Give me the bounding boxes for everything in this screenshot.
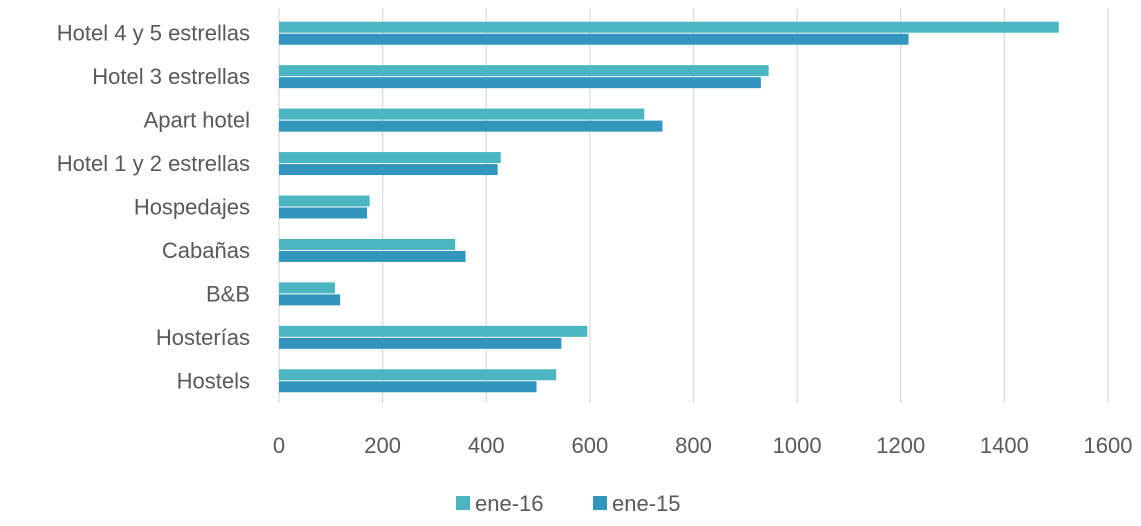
category-label-5: Cabañas [162,238,250,263]
category-label-4: Hospedajes [134,195,250,220]
bar-ene-16-5 [279,238,456,250]
legend-swatch-ene-16 [456,496,470,510]
category-label-8: Hostels [177,368,250,393]
bar-ene-15-4 [279,207,368,219]
legend-label-ene-16: ene-16 [475,491,544,516]
bar-ene-15-5 [279,250,466,262]
bar-ene-16-0 [279,21,1059,33]
bar-ene-16-3 [279,152,501,164]
legend-label-ene-15: ene-15 [612,491,681,516]
category-label-1: Hotel 3 estrellas [92,64,250,89]
category-label-2: Apart hotel [144,108,250,133]
x-tick-label-7: 1400 [980,433,1029,458]
bar-ene-15-6 [279,294,341,306]
x-tick-label-0: 0 [273,433,285,458]
x-tick-label-4: 800 [675,433,712,458]
bars [279,21,1059,393]
bar-ene-16-4 [279,195,370,207]
x-tick-label-6: 1200 [876,433,925,458]
bar-ene-16-2 [279,108,645,120]
x-tick-label-5: 1000 [773,433,822,458]
bar-ene-15-2 [279,120,663,132]
x-tick-label-8: 1600 [1084,433,1133,458]
bar-ene-16-1 [279,65,769,77]
bar-ene-16-6 [279,282,335,294]
category-label-7: Hosterías [156,325,250,350]
category-labels: Hotel 4 y 5 estrellas Hotel 3 estrellas Ap… [57,21,250,394]
bar-ene-15-3 [279,164,498,176]
x-tick-label-3: 600 [572,433,609,458]
legend-swatch-ene-15 [593,496,607,510]
x-tick-labels: 0 200 400 600 800 1000 1200 1400 1600 [273,433,1133,458]
bar-ene-15-0 [279,33,909,45]
bar-ene-16-8 [279,369,557,381]
bar-ene-15-1 [279,77,761,89]
bar-ene-15-8 [279,381,537,393]
category-label-0: Hotel 4 y 5 estrellas [57,21,250,46]
x-tick-label-2: 400 [468,433,505,458]
x-tick-label-1: 200 [364,433,401,458]
category-label-6: B&B [206,281,250,306]
bar-ene-16-7 [279,325,588,337]
bar-ene-15-7 [279,337,562,349]
category-label-3: Hotel 1 y 2 estrellas [57,151,250,176]
legend: ene-16 ene-15 [456,491,681,516]
